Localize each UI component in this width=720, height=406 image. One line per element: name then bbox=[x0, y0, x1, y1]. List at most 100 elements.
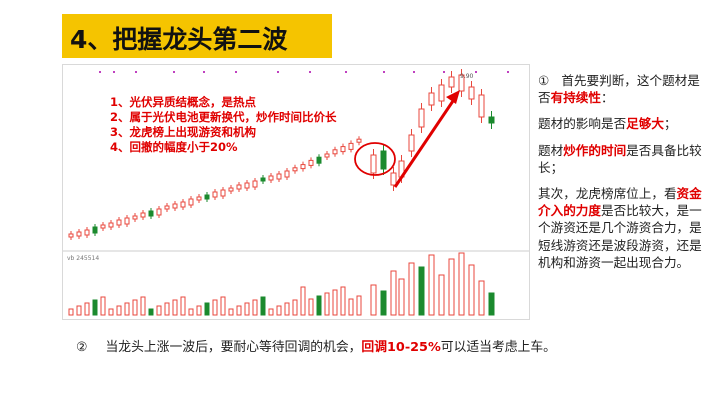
candle-body bbox=[236, 184, 242, 190]
paragraph-4: 其次，龙虎榜席位上，看资金介入的力度是否比较大，是一个游资还是几个游资合力，是短… bbox=[538, 185, 706, 271]
marker-dot bbox=[277, 71, 279, 73]
candle-body bbox=[488, 116, 495, 124]
volume-bar bbox=[348, 298, 354, 316]
volume-bar bbox=[340, 286, 346, 316]
volume-bar bbox=[332, 289, 338, 316]
volume-bar bbox=[268, 308, 274, 316]
volume-bar bbox=[316, 295, 322, 316]
chart-points-list: 1、光伏异质结概念，是热点 2、属于光伏电池更新换代，炒作时间比价长 3、龙虎榜… bbox=[110, 95, 337, 155]
marker-dot bbox=[135, 71, 137, 73]
candle-body bbox=[284, 170, 290, 178]
volume-bar bbox=[100, 296, 106, 316]
candle-body bbox=[468, 86, 475, 100]
volume-bar bbox=[276, 305, 282, 316]
volume-bar bbox=[116, 305, 122, 316]
kline-chart-svg: 9.90 vb 245514 bbox=[63, 69, 529, 316]
chart-point: 1、光伏异质结概念，是热点 bbox=[110, 95, 257, 109]
volume-bar bbox=[108, 308, 114, 316]
volume-bar bbox=[438, 274, 445, 316]
candle-body bbox=[276, 173, 282, 180]
candle-body bbox=[140, 212, 146, 218]
candle-body bbox=[76, 231, 82, 237]
volume-bar bbox=[260, 296, 266, 316]
peak-price-label: 9.90 bbox=[460, 73, 474, 80]
volume-bar bbox=[300, 286, 306, 316]
candle-body bbox=[332, 149, 338, 155]
analysis-text: ① 首先要判断，这个题材是否有持续性： 题材的影响是否足够大； 题材炒作的时间是… bbox=[538, 72, 706, 280]
volume-bar bbox=[448, 258, 455, 316]
marker-dot bbox=[99, 71, 101, 73]
volume-bar bbox=[164, 302, 170, 316]
candle-body bbox=[156, 208, 162, 216]
candle-body bbox=[204, 194, 210, 200]
volume-bar bbox=[228, 308, 234, 316]
chart-point: 3、龙虎榜上出现游资和机构 bbox=[110, 125, 257, 139]
paragraph-3: 题材炒作的时间是否具备比较长； bbox=[538, 142, 706, 176]
volume-bar bbox=[76, 305, 82, 316]
trend-arrow-line bbox=[393, 97, 457, 188]
candle-body bbox=[252, 180, 258, 188]
marker-dot bbox=[309, 71, 311, 73]
candle-body bbox=[308, 159, 314, 166]
candlesticks bbox=[68, 69, 495, 240]
candle-body bbox=[260, 177, 266, 182]
candle-body bbox=[370, 154, 377, 174]
candle-body bbox=[180, 201, 186, 208]
volume-bar bbox=[212, 299, 218, 316]
text-span: 可以适当考虑上车。 bbox=[440, 340, 556, 355]
slide-title: 4、把握龙头第二波 bbox=[70, 25, 288, 54]
volume-bar bbox=[204, 302, 210, 316]
candle-body bbox=[172, 203, 178, 209]
volume-bar bbox=[468, 264, 475, 316]
candle-body bbox=[300, 164, 306, 170]
volume-bar bbox=[172, 299, 178, 316]
marker-dot bbox=[443, 71, 445, 73]
text-span: 是否比较大，是一个游资还是几个游资合力，是短线游资还是波段游资，还是机构和游资一… bbox=[538, 203, 702, 270]
candle-body bbox=[84, 229, 90, 236]
candle-body bbox=[124, 217, 130, 225]
volume-bar bbox=[244, 302, 250, 316]
text-span: 题材 bbox=[538, 142, 564, 158]
candle-body bbox=[268, 175, 274, 181]
highlight-text: 有持续性 bbox=[550, 90, 601, 106]
volume-bars bbox=[68, 252, 495, 316]
highlight-circle bbox=[354, 142, 396, 176]
candle-body bbox=[340, 146, 346, 153]
candle-body bbox=[356, 138, 362, 143]
candle-body bbox=[108, 222, 114, 228]
top-markers bbox=[99, 71, 509, 73]
volume-bar bbox=[140, 296, 146, 316]
volume-bar bbox=[196, 305, 202, 316]
marker-dot bbox=[383, 71, 385, 73]
title-banner: 4、把握龙头第二波 bbox=[62, 14, 332, 58]
marker-dot bbox=[345, 71, 347, 73]
volume-label: vb 245514 bbox=[67, 255, 99, 262]
circled-number: ① bbox=[538, 73, 550, 88]
candle-body bbox=[316, 156, 322, 164]
text-span: 题材的影响是否 bbox=[538, 116, 627, 132]
text-span: 当龙头上涨一波后，要耐心等待回调的机会， bbox=[105, 340, 362, 355]
candle-body bbox=[68, 233, 74, 238]
candle-body bbox=[132, 215, 138, 220]
marker-dot bbox=[235, 71, 237, 73]
candle-body bbox=[390, 172, 397, 186]
volume-bar bbox=[308, 298, 314, 316]
candle-body bbox=[438, 84, 445, 102]
marker-dot bbox=[507, 71, 509, 73]
chart-point: 4、回撤的幅度小于20% bbox=[110, 140, 238, 154]
candle-body bbox=[458, 74, 465, 92]
candle-body bbox=[228, 187, 234, 192]
bottom-note: ② 当龙头上涨一波后，要耐心等待回调的机会，回调10-25%可以适当考虑上车。 bbox=[76, 336, 556, 355]
highlight-text: 资金介入的力度 bbox=[538, 186, 702, 219]
candle-body bbox=[212, 191, 218, 198]
candle-body bbox=[380, 150, 387, 170]
highlight-text: 炒作的时间 bbox=[563, 142, 627, 158]
volume-bar bbox=[252, 299, 258, 316]
candle-body bbox=[196, 196, 202, 201]
volume-bar bbox=[408, 262, 415, 316]
marker-dot bbox=[413, 71, 415, 73]
volume-bar bbox=[156, 305, 162, 316]
candle-body bbox=[100, 224, 106, 229]
volume-bar bbox=[428, 254, 435, 316]
volume-bar bbox=[458, 252, 465, 316]
